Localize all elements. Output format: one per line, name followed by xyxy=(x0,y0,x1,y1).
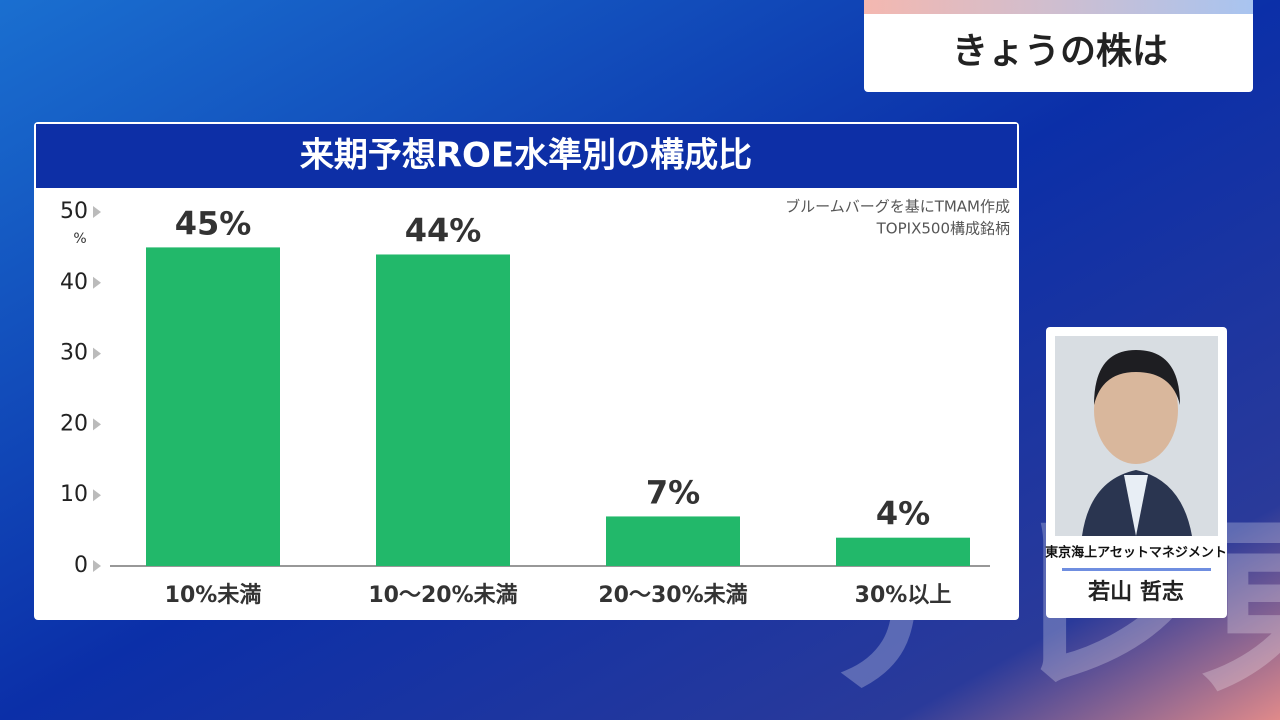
y-unit: % xyxy=(73,231,86,247)
value-label: 4% xyxy=(876,495,930,533)
x-tick-label: 20〜30%未満 xyxy=(598,582,747,608)
value-label: 45% xyxy=(175,204,252,242)
y-tick-label: 0 xyxy=(74,553,88,578)
y-tick-mark xyxy=(93,418,101,431)
bar xyxy=(376,254,510,567)
y-tick-mark xyxy=(93,489,101,502)
y-tick-label: 40 xyxy=(60,270,88,295)
y-tick-mark xyxy=(93,206,101,218)
bar xyxy=(836,537,970,566)
guest-divider xyxy=(1062,568,1211,571)
plot: 0 10 20 30 40 50 45% 10%未満 44% 10〜20%未満 7% 20〜30%未満… xyxy=(60,199,990,608)
chart-title-bar xyxy=(36,124,1017,188)
y-tick-mark xyxy=(93,276,101,289)
chart-title: 来期予想ROE水準別の構成比 xyxy=(300,136,752,176)
x-tick-label: 10%未満 xyxy=(165,582,262,608)
header-title: きょうの株は xyxy=(952,31,1168,72)
y-tick-label: 30 xyxy=(60,341,88,366)
header-stripe xyxy=(864,0,1253,14)
bar xyxy=(606,516,740,566)
guest-name: 若山 哲志 xyxy=(1088,579,1184,605)
x-tick-label: 30%以上 xyxy=(855,583,952,608)
guest-company: 東京海上アセットマネジメント xyxy=(1045,545,1227,561)
photo-face xyxy=(1094,356,1178,464)
photo-shirt xyxy=(1124,475,1148,536)
source-note: TOPIX500構成銘柄 xyxy=(876,220,1010,238)
x-tick-label: 10〜20%未満 xyxy=(368,582,517,608)
photo-hair xyxy=(1094,350,1180,405)
bar xyxy=(146,247,280,566)
y-tick-label: 20 xyxy=(60,411,88,436)
value-label: 7% xyxy=(646,473,700,511)
source-note: ブルームバーグを基にTMAM作成 xyxy=(785,198,1010,216)
y-tick-label: 10 xyxy=(60,482,88,507)
y-tick-mark xyxy=(93,347,101,360)
y-tick-mark xyxy=(93,560,101,572)
chart-panel xyxy=(34,122,1019,620)
y-tick-label: 50 xyxy=(60,199,88,224)
header-box xyxy=(864,0,1253,92)
value-label: 44% xyxy=(405,211,482,249)
